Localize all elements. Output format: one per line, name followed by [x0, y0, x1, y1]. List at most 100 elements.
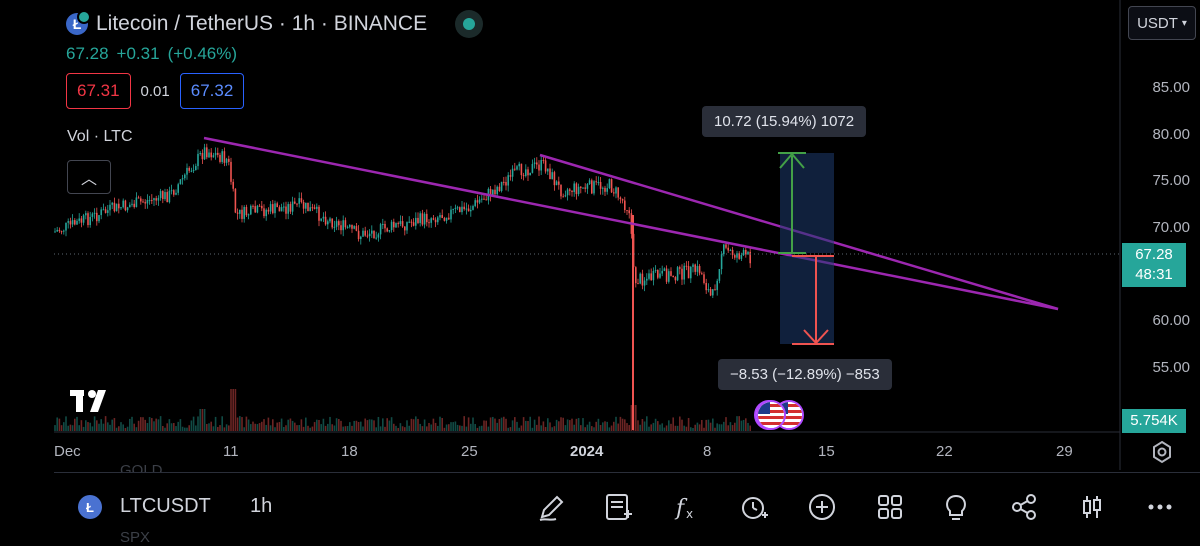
buy-button[interactable]: 67.32 — [179, 73, 245, 109]
symbol-header[interactable]: Ł Litecoin / TetherUS · 1h · BINANCE — [66, 10, 484, 38]
candle-body — [650, 273, 652, 281]
candle-body — [247, 214, 250, 216]
notes-icon — [606, 494, 632, 520]
share-button[interactable] — [1006, 489, 1042, 525]
collapse-legend-button[interactable]: ︿ — [67, 160, 111, 194]
volume-bar — [190, 420, 193, 431]
candle-body — [439, 215, 441, 218]
candle-body — [67, 221, 69, 223]
candle-body — [514, 168, 516, 170]
candle-body — [683, 265, 685, 280]
volume-bar — [663, 427, 666, 431]
candle-body — [511, 168, 514, 177]
candle-body — [641, 273, 644, 286]
layouts-button[interactable] — [872, 489, 908, 525]
candle-body — [586, 184, 589, 189]
volume-bar — [432, 418, 435, 431]
candle-body — [373, 230, 375, 239]
candle-body — [749, 251, 751, 264]
draw-button[interactable] — [534, 489, 570, 525]
symbol-selector[interactable]: LTCUSDT — [120, 495, 211, 517]
candle-body — [162, 191, 164, 200]
symbol-title[interactable]: Litecoin / TetherUS · 1h · BINANCE — [96, 12, 428, 35]
candle-body — [318, 206, 320, 221]
volume-bar — [327, 423, 329, 431]
volume-bar — [676, 425, 679, 431]
volume-series — [54, 389, 751, 431]
volume-bar — [162, 425, 164, 431]
candle-body — [602, 187, 604, 189]
candle-body — [140, 198, 142, 202]
notes-button[interactable] — [600, 489, 636, 525]
candle-body — [494, 189, 496, 195]
volume-bar — [274, 427, 276, 431]
candle-body — [527, 169, 529, 176]
volume-bar — [500, 417, 503, 431]
volume-bar — [540, 425, 542, 431]
candle-body — [379, 224, 382, 235]
candle-body — [456, 207, 459, 209]
alert-button[interactable] — [736, 489, 772, 525]
volume-bar — [261, 421, 263, 431]
candle-body — [505, 182, 507, 186]
candle-body — [580, 186, 582, 188]
candle-body — [316, 206, 318, 209]
more-button[interactable] — [1142, 489, 1178, 525]
candle-body — [60, 231, 63, 233]
candle-body — [696, 266, 699, 272]
candle-body — [309, 207, 311, 212]
volume-bar — [542, 421, 545, 431]
add-button[interactable] — [804, 489, 840, 525]
ideas-button[interactable] — [938, 489, 974, 525]
volume-bar — [602, 422, 604, 431]
candle-body — [225, 158, 228, 163]
candle-body — [577, 186, 580, 195]
volume-bar — [569, 420, 571, 431]
volume-bar — [694, 424, 696, 431]
market-open-indicator-icon[interactable] — [455, 10, 484, 38]
volume-indicator-label[interactable]: Vol · LTC — [67, 128, 133, 145]
candle-body — [496, 186, 498, 195]
candle-body — [166, 192, 168, 203]
volume-bar — [492, 416, 494, 431]
candle-body — [65, 222, 67, 231]
candle-body — [120, 207, 122, 209]
candle-body — [564, 195, 567, 197]
price-chart[interactable] — [0, 0, 1200, 470]
volume-bar — [382, 418, 384, 431]
volume-bar — [624, 419, 626, 431]
volume-bar — [687, 417, 690, 431]
candle-body — [201, 153, 204, 160]
measure-down-area — [780, 256, 834, 344]
candle-body — [96, 212, 98, 222]
timeframe-selector[interactable]: 1h — [250, 495, 273, 517]
volume-bar — [355, 420, 358, 431]
us-flag-event-icon-2[interactable] — [756, 400, 786, 430]
sell-button[interactable]: 67.31 — [66, 73, 131, 109]
chart-area[interactable] — [0, 0, 1200, 470]
chart-type-button[interactable] — [1074, 489, 1110, 525]
candle-body — [646, 278, 648, 281]
candle-body — [294, 201, 296, 204]
volume-bar — [309, 427, 311, 431]
candle-body — [135, 197, 138, 207]
volume-bar — [146, 423, 149, 431]
chart-settings-gear-icon[interactable] — [1150, 440, 1174, 464]
candle-body — [615, 187, 617, 194]
candle-body — [254, 206, 256, 213]
candle-body — [164, 192, 166, 200]
candle-body — [311, 207, 314, 209]
currency-select[interactable]: USDT ▾ — [1128, 6, 1196, 40]
volume-bar — [236, 417, 239, 431]
candle-body — [78, 218, 80, 221]
volume-bar — [181, 426, 184, 431]
volume-bar — [93, 416, 96, 431]
candle-body — [569, 189, 571, 191]
candle-body — [725, 244, 727, 248]
volume-bar — [82, 426, 85, 431]
candle-body — [157, 197, 160, 201]
volume-bar — [698, 424, 701, 431]
candle-body — [210, 152, 212, 158]
volume-bar — [368, 419, 371, 431]
